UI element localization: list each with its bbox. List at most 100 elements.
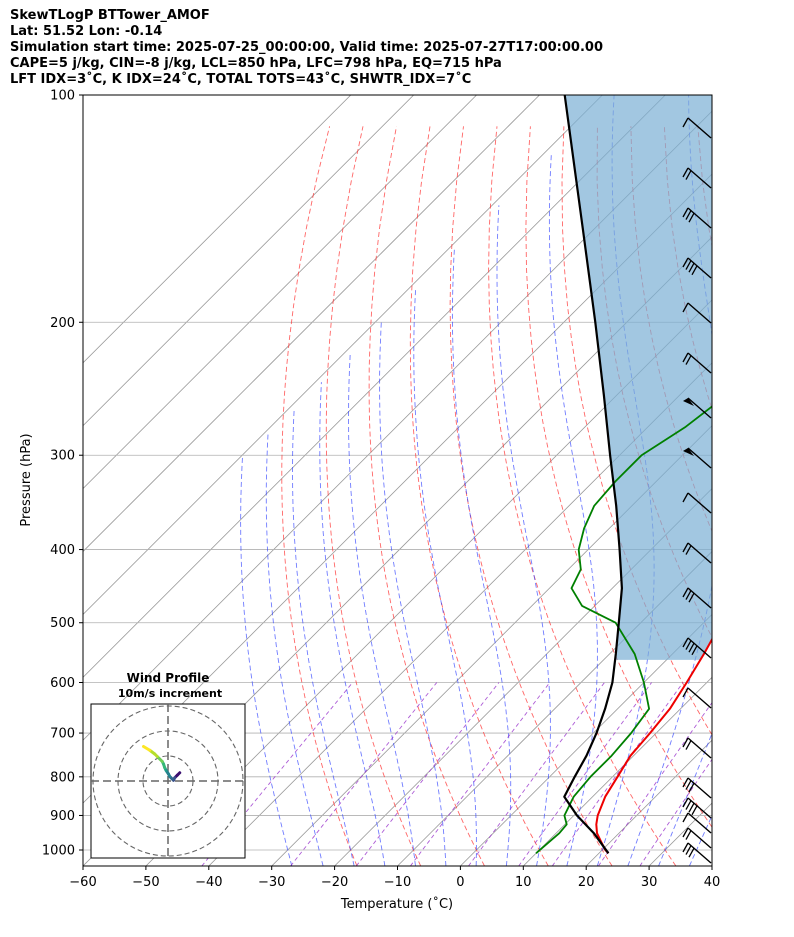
wind-barb xyxy=(682,302,712,324)
dry-adiabat-line xyxy=(281,126,358,866)
moist-adiabat-line xyxy=(348,353,416,866)
y-tick-label: 1000 xyxy=(42,844,75,859)
hodograph-title: Wind Profile xyxy=(127,671,210,685)
x-tick-label: 0 xyxy=(456,875,464,890)
moist-adiabat-line xyxy=(627,95,712,866)
y-axis-ticks: 1000 900 800 700 600 500 400 300 200 100 xyxy=(42,89,83,859)
x-tick-label: −40 xyxy=(195,875,222,890)
x-axis-label: Temperature (˚C) xyxy=(340,896,453,912)
y-tick-label: 300 xyxy=(50,449,75,464)
chart-title: SkewTLogP BTTower_AMOF xyxy=(10,8,210,23)
y-axis-label: Pressure (hPa) xyxy=(19,433,34,526)
mixing-ratio-lines xyxy=(201,682,712,866)
y-tick-label: 700 xyxy=(50,727,75,742)
dry-adiabat-line xyxy=(765,126,794,866)
cape-shaded-area xyxy=(564,95,712,660)
isotherm-line xyxy=(83,95,477,490)
wind-barb xyxy=(682,587,712,609)
x-tick-label: −60 xyxy=(69,875,96,890)
hodograph-inset: Wind Profile 10m/s increment xyxy=(90,671,246,859)
x-tick-label: −10 xyxy=(384,875,411,890)
hodograph-segment xyxy=(142,745,152,752)
mixing-ratio-line xyxy=(468,682,605,866)
x-axis-ticks: −60 −50 −40 −30 −20 −10 0 10 20 30 40 xyxy=(69,866,720,890)
wind-barb xyxy=(683,397,712,419)
isotherm-line xyxy=(334,488,712,866)
dry-adiabat-line xyxy=(409,126,549,866)
y-tick-label: 100 xyxy=(50,89,75,104)
wind-barb xyxy=(682,827,712,849)
dry-adiabat-line xyxy=(561,126,712,736)
x-tick-label: 10 xyxy=(515,875,532,890)
isotherm-line xyxy=(145,299,712,866)
y-tick-label: 900 xyxy=(50,809,75,824)
moist-adiabat-line xyxy=(720,95,794,866)
sounding-series xyxy=(535,95,712,854)
wind-barb xyxy=(682,737,712,759)
time-line: Simulation start time: 2025-07-25_00:00:… xyxy=(10,40,603,55)
wind-barb xyxy=(682,542,712,564)
dry-adiabat-line xyxy=(525,126,712,828)
isotherm-line xyxy=(460,613,712,866)
wind-barb xyxy=(682,167,712,189)
moist-adiabat-line xyxy=(265,432,324,866)
wind-barb xyxy=(682,637,712,659)
dry-adiabat-line xyxy=(368,126,485,866)
isotherm-line xyxy=(711,865,712,866)
moist-adiabat-line xyxy=(319,382,386,866)
hodograph-subtitle: 10m/s increment xyxy=(118,687,222,700)
parcel-line xyxy=(563,95,623,854)
moist-adiabat-line xyxy=(379,322,447,866)
moist-adiabat-line xyxy=(292,408,355,866)
chart-header: SkewTLogP BTTower_AMOF Lat: 51.52 Lon: -… xyxy=(10,8,603,88)
y-tick-label: 600 xyxy=(50,676,75,691)
isotherm-line xyxy=(83,95,414,427)
location-line: Lat: 51.52 Lon: -0.14 xyxy=(10,24,163,39)
moist-adiabat-line xyxy=(413,287,477,866)
moist-adiabat-line xyxy=(240,455,293,866)
moist-adiabat-line xyxy=(548,154,598,866)
temperature-line xyxy=(595,637,712,854)
wind-barb xyxy=(682,812,712,834)
moist-adiabat-line xyxy=(496,205,551,866)
wind-barb xyxy=(683,447,712,469)
y-tick-label: 500 xyxy=(50,616,75,631)
mixing-ratio-line xyxy=(518,682,652,866)
mixing-ratio-line xyxy=(639,758,712,866)
x-tick-label: −20 xyxy=(321,875,348,890)
x-tick-label: 40 xyxy=(704,875,721,890)
mixing-ratio-line xyxy=(355,682,500,866)
hodograph-plot xyxy=(91,704,245,858)
dry-adiabats xyxy=(281,126,794,866)
wind-barbs xyxy=(682,117,712,864)
x-tick-label: 20 xyxy=(578,875,595,890)
x-tick-label: −50 xyxy=(132,875,159,890)
isotherm-line xyxy=(523,676,712,866)
isotherm-line xyxy=(83,95,540,553)
wind-barb xyxy=(682,842,712,864)
wind-barb xyxy=(682,352,712,374)
y-tick-label: 800 xyxy=(50,770,75,785)
mixing-ratio-line xyxy=(410,682,551,866)
wind-barb xyxy=(682,492,712,514)
wind-barb xyxy=(682,117,712,139)
mixing-ratio-line xyxy=(598,701,712,866)
x-tick-label: 30 xyxy=(641,875,658,890)
isotherm-line xyxy=(83,95,352,364)
wind-barb xyxy=(682,257,712,279)
wind-barb xyxy=(682,797,712,819)
index-line: LFT IDX=3˚C, K IDX=24˚C, TOTAL TOTS=43˚C… xyxy=(10,72,472,87)
isotherm-line xyxy=(83,95,603,615)
isotherm-line xyxy=(83,95,666,678)
cape-line: CAPE=5 j/kg, CIN=-8 j/kg, LCL=850 hPa, L… xyxy=(10,56,502,71)
wind-barb xyxy=(682,777,712,799)
wind-barb xyxy=(682,687,712,709)
moist-adiabat-line xyxy=(451,249,512,866)
isotherm-line xyxy=(271,425,712,866)
moist-adiabat-line xyxy=(658,732,712,866)
cape-area xyxy=(564,95,712,660)
dry-adiabat-line xyxy=(731,126,794,866)
y-tick-label: 400 xyxy=(50,543,75,558)
isotherm-line xyxy=(397,550,712,866)
